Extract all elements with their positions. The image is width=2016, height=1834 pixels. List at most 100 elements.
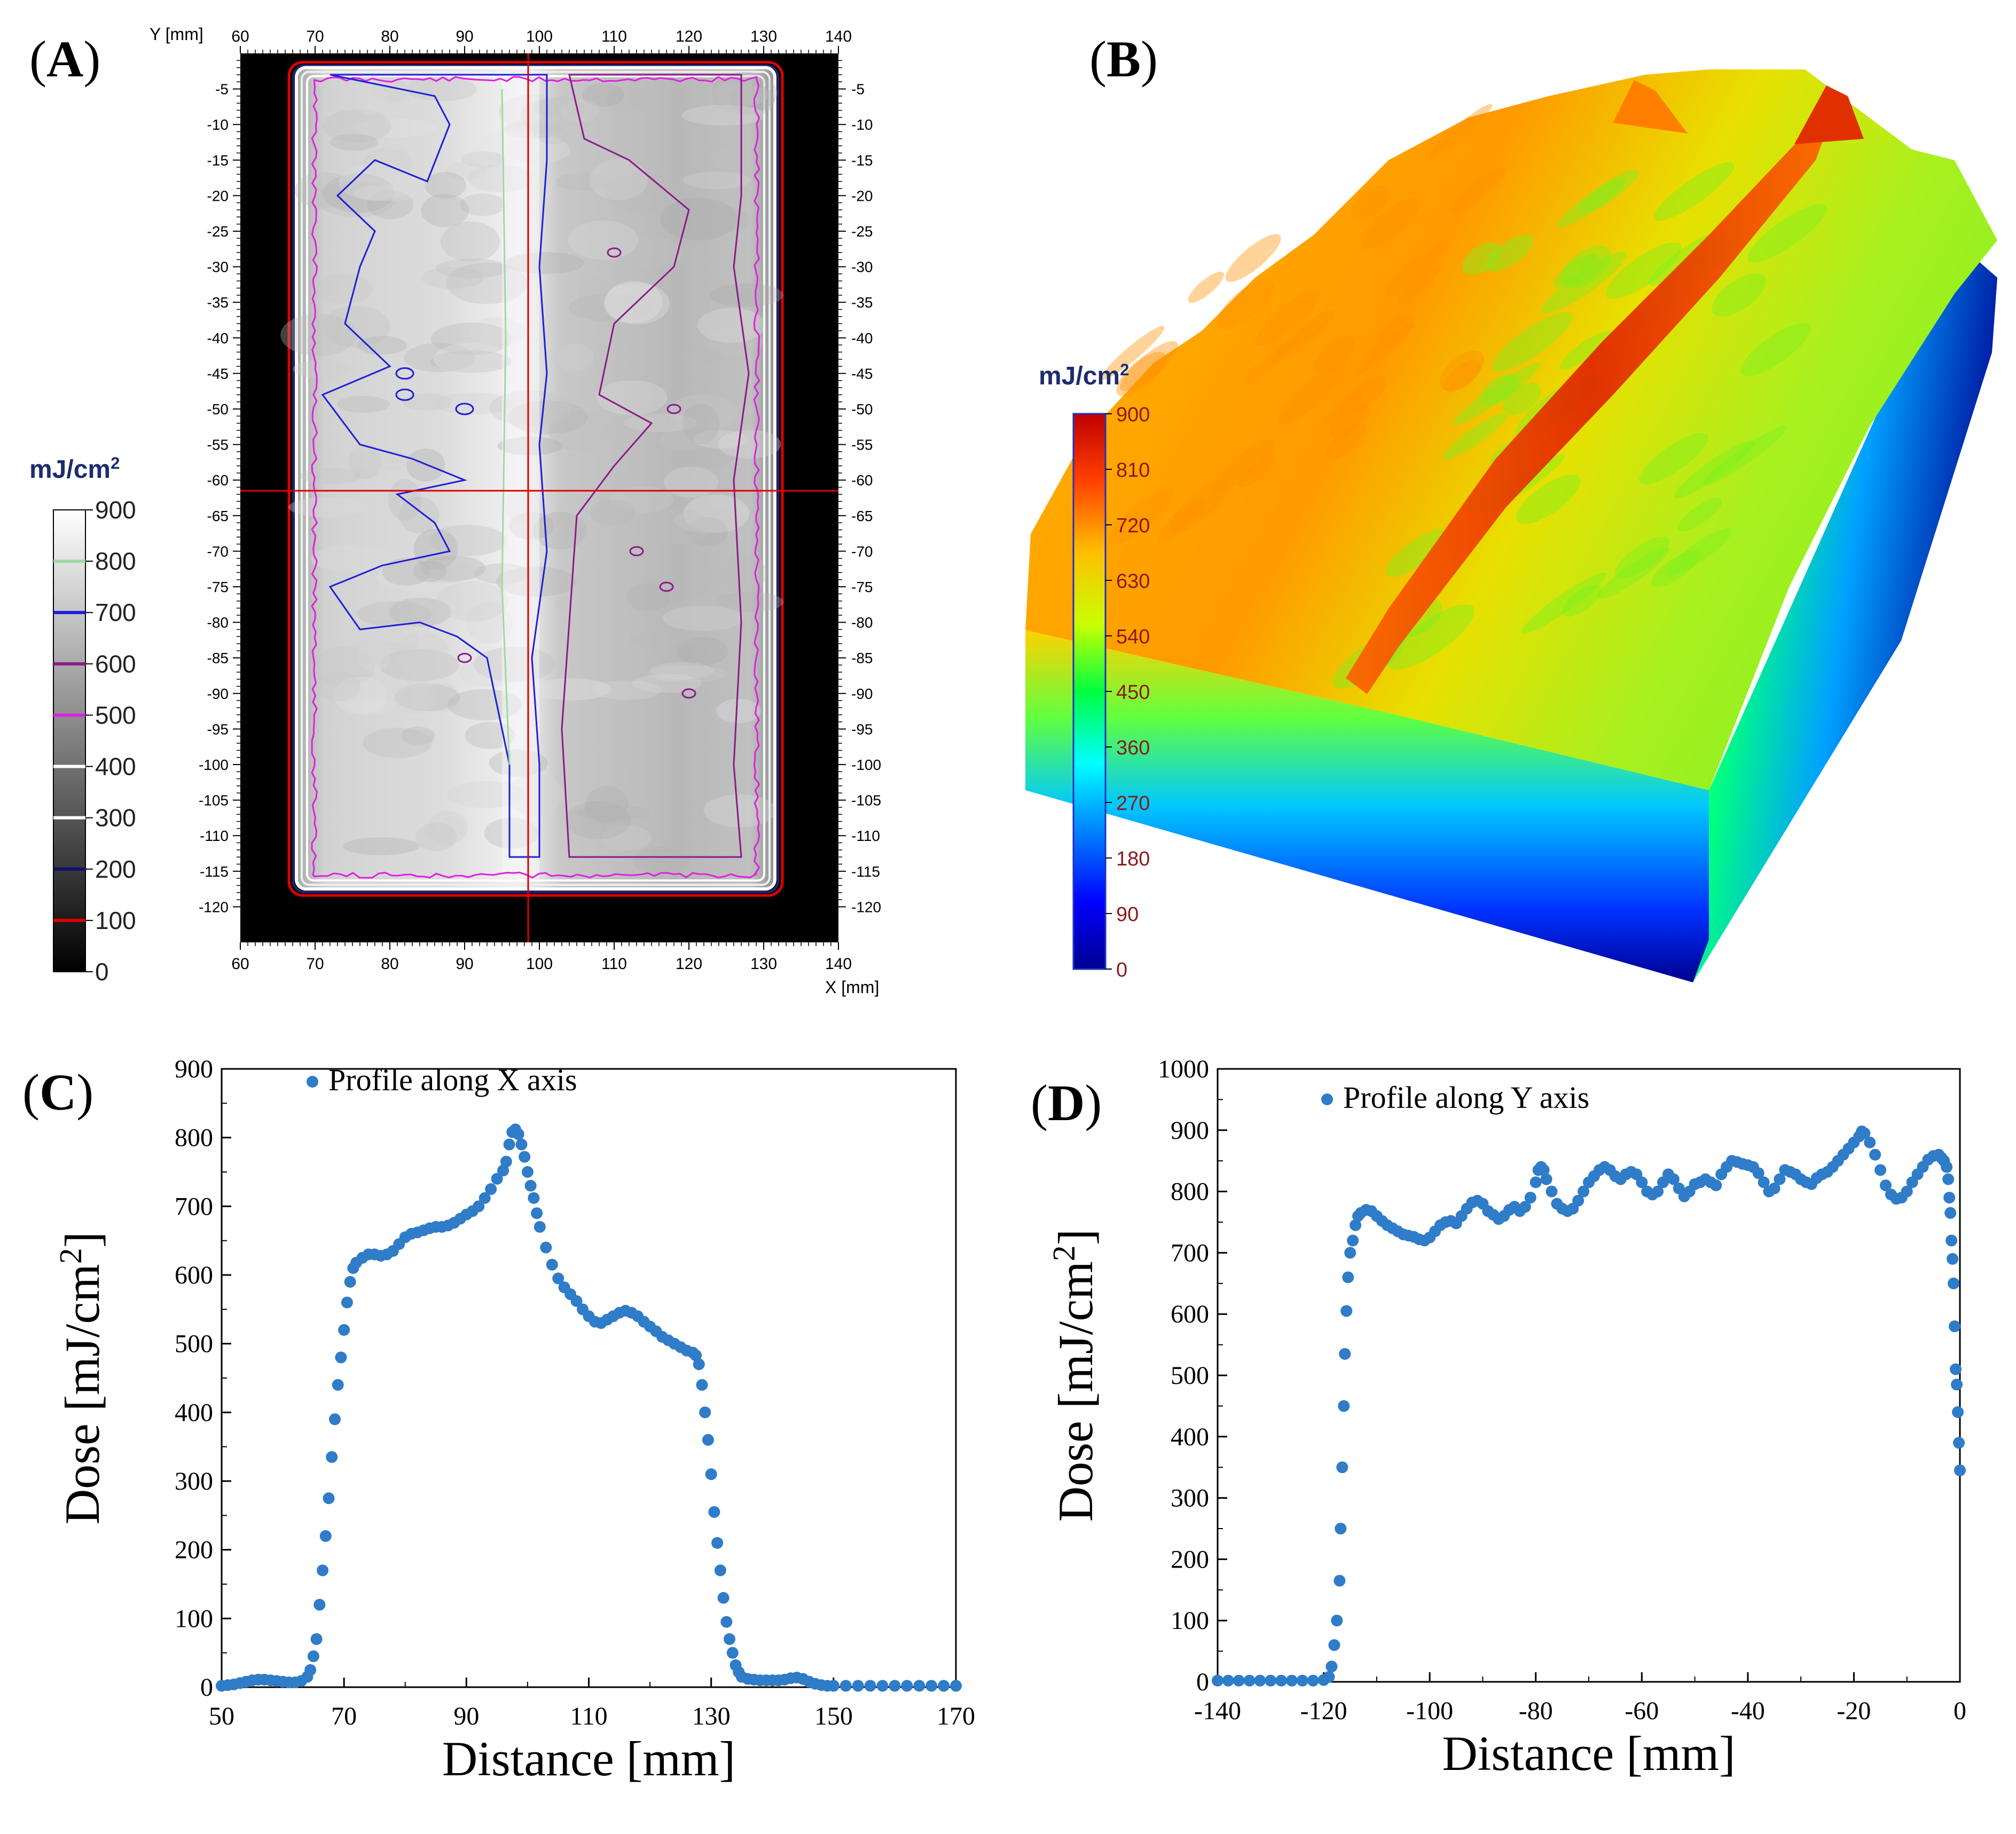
data-point (724, 1633, 736, 1645)
data-point (497, 1164, 509, 1177)
x-tick-label-bottom: 80 (381, 955, 398, 973)
y-tick-label-left: -35 (207, 294, 229, 311)
data-point (317, 1564, 329, 1577)
contour-600-island (629, 546, 644, 556)
dose-texture-blob (533, 115, 574, 145)
panel-label-a: (A) (29, 30, 101, 88)
y-tick-label-right: -40 (851, 330, 873, 347)
dose-texture-blob (436, 581, 509, 622)
surface-texture-patch (1329, 402, 1370, 439)
panel-a-dose-map: 60 60 70 70 80 80 90 90 100 100 110 110 120 120 130 130… (29, 25, 881, 997)
data-point (1942, 1173, 1955, 1185)
y-tick-label-right: -15 (851, 152, 873, 169)
data-point (1758, 1176, 1770, 1188)
surface-texture-patch (1351, 185, 1390, 221)
surface-texture-patch (1486, 234, 1534, 272)
y-tick-label-right: -75 (851, 579, 873, 595)
data-point (1325, 1660, 1338, 1673)
dose-texture-blob (310, 545, 394, 572)
x-tick-label-top: 140 (825, 28, 852, 45)
dose-texture-blob (592, 680, 661, 700)
surface-texture-patch (1712, 273, 1767, 317)
data-point (1243, 1674, 1256, 1687)
surface-texture-patch (1385, 529, 1449, 577)
y-tick-label-right: -5 (851, 81, 865, 98)
x-tick-label-top: 120 (676, 28, 702, 45)
dose-texture-blob (671, 442, 735, 469)
surface-texture-patch (1188, 271, 1225, 303)
y-tick-label-left: -65 (207, 508, 229, 524)
dose-texture-blob (589, 159, 648, 201)
data-point (950, 1680, 962, 1692)
dose-texture-blob (660, 198, 738, 241)
dose-texture-blob (415, 560, 473, 584)
surface-texture-patch (1653, 162, 1735, 221)
data-point (1941, 1161, 1953, 1173)
dose-texture-blob (555, 172, 613, 191)
dose-texture-blob (466, 602, 513, 644)
dose-texture-blob (294, 172, 354, 209)
dose-texture-blob (590, 499, 636, 525)
data-point (1952, 1406, 1964, 1418)
data-point (864, 1680, 876, 1692)
dose-texture-blob (445, 161, 487, 180)
y-tick-label-right: -10 (851, 116, 873, 133)
surface-texture-patch (1238, 454, 1276, 487)
y-tick-label: 900 (1171, 1116, 1209, 1145)
y-tick-label-right: -120 (851, 899, 881, 915)
dose-texture-blob (322, 305, 390, 348)
dose-texture-blob (660, 429, 707, 451)
dose-texture-blob (357, 336, 407, 355)
surface-texture-patch (1605, 242, 1682, 300)
surface-texture-patch (1273, 309, 1335, 363)
colorbar-gradient (53, 509, 86, 972)
dose-texture-blob (614, 236, 684, 267)
contour-400 (306, 75, 765, 882)
data-point (1572, 1194, 1584, 1207)
y-tick-label-left: -85 (207, 650, 229, 666)
dose-texture-blob (565, 801, 631, 840)
colorbar-tick-label: 540 (1116, 626, 1150, 648)
x-tick-label-bottom: 120 (676, 955, 702, 973)
dose-texture-blob (313, 646, 375, 687)
data-point (528, 1192, 540, 1204)
dose-texture-blob (334, 676, 388, 715)
dose-texture-blob (435, 258, 510, 278)
dose-texture-blob (647, 665, 728, 682)
data-point (540, 1241, 552, 1254)
y-tick-label: 600 (175, 1261, 213, 1289)
x-axis-title: Distance [mm] (442, 1731, 735, 1786)
colorbar-tick-label: 90 (1116, 903, 1139, 926)
y-tick-label-right: -85 (851, 650, 873, 666)
x-tick-label-bottom: 70 (306, 955, 324, 973)
y-tick-label: 100 (1171, 1607, 1209, 1635)
dose-texture-blob (413, 560, 446, 583)
panel-label-b: (B) (1089, 30, 1158, 88)
contour-700-island (455, 403, 474, 415)
x-tick-label-top: 70 (306, 28, 324, 45)
y-tick-label-left: -105 (199, 792, 229, 809)
dose-texture-blob (382, 558, 431, 586)
data-point (473, 1200, 485, 1213)
surface-texture-patch (1217, 279, 1274, 329)
x-axis-label: X [mm] (825, 978, 879, 997)
surface-texture-patch (1158, 500, 1205, 541)
y-tick-label: 400 (1171, 1423, 1209, 1451)
dose-texture-blob (601, 825, 652, 851)
y-tick-label-right: -100 (851, 757, 881, 773)
surface-texture-patch (1385, 241, 1449, 296)
dose-texture-blob (568, 220, 639, 260)
surface-texture-patch (1480, 373, 1519, 406)
y-tick-label: 900 (175, 1055, 213, 1083)
x-tick-label: 170 (937, 1702, 975, 1730)
surface-texture-patch (1597, 547, 1669, 600)
dose-texture-blob (704, 328, 764, 356)
data-point (323, 1492, 335, 1505)
y-tick-label: 500 (175, 1330, 213, 1358)
surface-texture-patch (1559, 331, 1612, 370)
colorbar-tick-label: 100 (95, 907, 136, 934)
colorbar-unit-label: mJ/cm2 (29, 454, 120, 484)
colorbar-tick-label: 800 (95, 547, 136, 575)
data-point (1954, 1464, 1966, 1476)
data-point (901, 1680, 913, 1692)
